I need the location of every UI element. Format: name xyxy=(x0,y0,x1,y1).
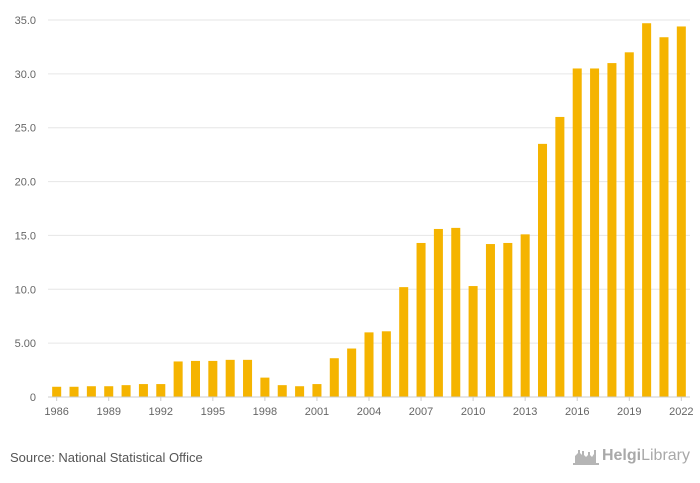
x-tick-label: 2007 xyxy=(409,406,433,418)
bar-2014[interactable] xyxy=(538,143,548,397)
bar-2011[interactable] xyxy=(485,244,495,397)
bar-2000[interactable] xyxy=(295,386,305,397)
y-tick-label: 0 xyxy=(30,392,36,404)
bar-2006[interactable] xyxy=(399,287,409,397)
bar-2005[interactable] xyxy=(381,331,391,397)
bar-1994[interactable] xyxy=(190,360,200,397)
x-tick-label: 2022 xyxy=(669,406,693,418)
source-note: Source: National Statistical Office xyxy=(10,450,203,465)
bar-1999[interactable] xyxy=(277,385,287,397)
x-tick-label: 1989 xyxy=(96,406,120,418)
bar-2002[interactable] xyxy=(329,358,339,397)
y-tick-label: 30.0 xyxy=(15,69,36,81)
bar-1996[interactable] xyxy=(225,359,235,397)
x-axis-ticks: 1986 1989 1992 1995 1998 2001 2004 2007 2010 2013… xyxy=(44,397,694,418)
bar-2010[interactable] xyxy=(468,286,478,397)
x-tick-label: 2016 xyxy=(565,406,589,418)
y-tick-label: 5.00 xyxy=(15,338,36,350)
bar-2016[interactable] xyxy=(572,68,582,397)
bar-1992[interactable] xyxy=(156,384,166,397)
x-tick-label: 2004 xyxy=(357,406,381,418)
bar-2017[interactable] xyxy=(590,68,600,397)
y-axis-ticks: 0 5.00 10.0 15.0 20.0 25.0 30.0 35.0 xyxy=(15,15,36,404)
bar-2015[interactable] xyxy=(555,116,565,397)
library-building-icon xyxy=(572,450,599,465)
bar-1993[interactable] xyxy=(173,361,183,397)
logo-text-bold: Helgi xyxy=(601,447,642,464)
bar-2022[interactable] xyxy=(676,26,686,397)
bar-1989[interactable] xyxy=(104,386,114,397)
bar-1995[interactable] xyxy=(208,360,218,397)
x-tick-label: 1986 xyxy=(44,406,68,418)
bar-2007[interactable] xyxy=(416,242,426,397)
x-tick-label: 1998 xyxy=(253,406,277,418)
x-tick-label: 1995 xyxy=(201,406,225,418)
bar-2018[interactable] xyxy=(607,63,617,397)
bar-2003[interactable] xyxy=(347,348,357,397)
bar-2012[interactable] xyxy=(503,242,513,397)
bar-2008[interactable] xyxy=(433,228,443,397)
bar-1990[interactable] xyxy=(121,385,131,397)
x-tick-label: 2013 xyxy=(513,406,537,418)
bar-2004[interactable] xyxy=(364,332,374,397)
bar-1986[interactable] xyxy=(52,386,62,397)
bar-1988[interactable] xyxy=(86,386,96,397)
gridlines xyxy=(48,19,690,344)
bars xyxy=(52,23,686,398)
bar-2020[interactable] xyxy=(642,23,652,398)
bar-2009[interactable] xyxy=(451,227,461,397)
bar-1997[interactable] xyxy=(243,359,253,397)
bar-2021[interactable] xyxy=(659,37,669,398)
y-tick-label: 25.0 xyxy=(15,123,36,135)
x-tick-label: 2010 xyxy=(461,406,485,418)
y-tick-label: 10.0 xyxy=(15,284,36,296)
bar-1987[interactable] xyxy=(69,386,79,397)
bar-2019[interactable] xyxy=(624,52,634,398)
helgi-library-logo[interactable]: Helgi Library xyxy=(572,447,690,465)
bar-2013[interactable] xyxy=(520,234,530,397)
x-tick-label: 1992 xyxy=(149,406,173,418)
x-tick-label: 2001 xyxy=(305,406,329,418)
bar-1991[interactable] xyxy=(138,384,148,397)
logo-text-light: Library xyxy=(641,447,690,464)
bar-2001[interactable] xyxy=(312,384,322,397)
y-tick-label: 15.0 xyxy=(15,230,36,242)
y-tick-label: 20.0 xyxy=(15,177,36,189)
bar-1998[interactable] xyxy=(260,377,270,397)
x-tick-label: 2019 xyxy=(617,406,641,418)
y-tick-label: 35.0 xyxy=(15,15,36,27)
